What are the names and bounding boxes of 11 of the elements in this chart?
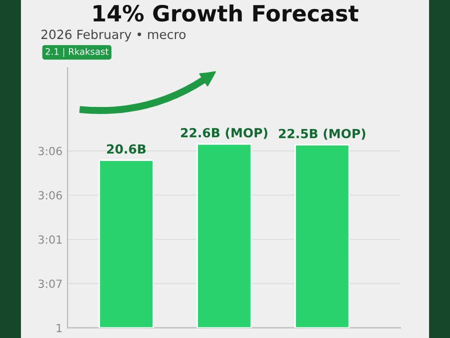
text: 3:07: [38, 280, 62, 288]
chart-title: 14% Growth Forecast: [94, 4, 358, 22]
data-label: 22.6B (MOP): [181, 128, 268, 139]
text: 3:01: [38, 235, 62, 244]
data-label: 22.5B (MOP): [278, 128, 366, 140]
data-label: 20.6B: [107, 144, 146, 154]
text: 2.1 | Rkaksast: [46, 48, 109, 57]
text: 1: [56, 324, 62, 332]
chart-subtitle: 2026 February • mecro: [41, 29, 186, 42]
text: 3:06: [38, 146, 62, 156]
text: 3:06: [38, 191, 62, 200]
